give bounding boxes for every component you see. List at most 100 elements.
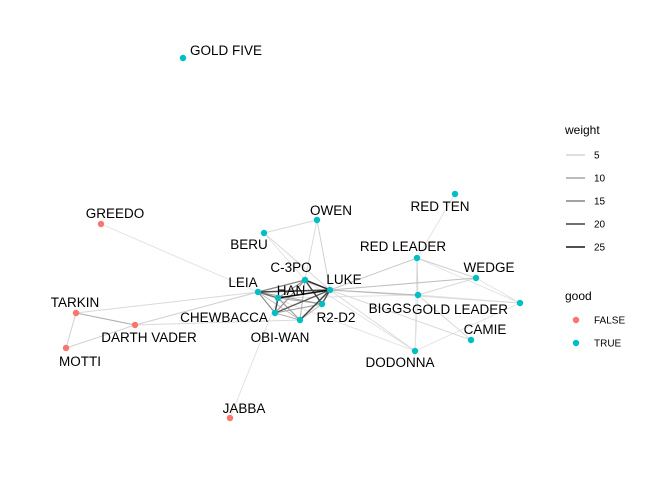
- good-legend-label: TRUE: [594, 339, 622, 350]
- edge-luke-camie: [329, 289, 472, 341]
- edge-beru-luke: [263, 232, 331, 291]
- node-biggs: [414, 291, 422, 299]
- edge-biggs-dodonna: [414, 294, 419, 352]
- edge-leia-chewbacca: [257, 291, 276, 314]
- node-gold-five: [179, 54, 187, 62]
- node-tarkin: [72, 309, 80, 317]
- node-luke: [326, 286, 334, 294]
- edge-luke-han: [277, 289, 331, 299]
- edge-leia-dodonna: [257, 291, 416, 352]
- good-legend-key-false: [572, 316, 580, 324]
- node-obi-wan: [296, 316, 304, 324]
- good-legend-label: FALSE: [594, 316, 625, 327]
- node-gold-leader: [516, 299, 524, 307]
- edge-leia-greedo: [100, 223, 259, 293]
- edge-obi-wan-han: [277, 297, 301, 321]
- node-label-gold-leader: GOLD LEADER: [412, 302, 508, 317]
- node-greedo: [97, 220, 105, 228]
- edge-luke-red-leader: [329, 257, 418, 291]
- edge-obi-wan-darth-vader: [134, 319, 301, 326]
- edge-obi-wan-leia: [257, 291, 301, 321]
- node-label-c-3po: C-3PO: [270, 260, 311, 275]
- edge-red-leader-biggs: [416, 257, 419, 296]
- node-red-leader: [413, 254, 421, 262]
- node-label-biggs: BIGGS: [369, 301, 412, 316]
- node-label-gold-five: GOLD FIVE: [190, 43, 262, 58]
- edge-darth-vader-motti: [65, 324, 136, 349]
- edge-gold-leader-dodonna: [414, 302, 521, 352]
- edge-luke-chewbacca: [274, 289, 331, 314]
- node-label-greedo: GREEDO: [86, 206, 145, 221]
- edge-luke-leia: [257, 289, 331, 293]
- edge-beru-c-3po: [263, 232, 306, 281]
- nodes-layer: [62, 54, 524, 422]
- edge-red-leader-dodonna: [414, 257, 418, 352]
- edge-darth-vader-tarkin: [75, 312, 136, 326]
- node-chewbacca: [271, 309, 279, 317]
- edge-luke-biggs: [329, 289, 419, 296]
- node-label-wedge: WEDGE: [463, 260, 514, 275]
- edge-luke-dodonna: [329, 289, 416, 352]
- good-legend-title: good: [565, 289, 592, 303]
- weight-legend-label: 25: [594, 243, 606, 254]
- edge-c-3po-leia: [257, 279, 306, 293]
- node-label-tarkin: TARKIN: [51, 295, 100, 310]
- node-label-r2-d2: R2-D2: [316, 310, 355, 325]
- node-owen: [313, 216, 321, 224]
- node-label-leia: LEIA: [228, 275, 257, 290]
- node-label-beru: BERU: [230, 237, 268, 252]
- node-beru: [260, 229, 268, 237]
- node-label-dodonna: DODONNA: [365, 355, 434, 370]
- node-c-3po: [301, 276, 309, 284]
- weight-legend-label: 20: [594, 220, 606, 231]
- edge-han-jabba: [229, 297, 279, 419]
- edge-han-c-3po: [277, 279, 306, 299]
- edge-luke-c-3po: [304, 279, 331, 291]
- edge-biggs-camie: [417, 294, 472, 341]
- edge-leia-tarkin: [75, 291, 259, 314]
- good-legend-key-true: [572, 339, 580, 347]
- edge-han-leia: [257, 291, 279, 299]
- labels-layer: GOLD FIVE GREEDO OWEN RED TEN BERU RED LEADER…: [51, 43, 515, 416]
- weight-legend-title: weight: [564, 123, 600, 137]
- node-label-luke: LUKE: [326, 272, 361, 287]
- weight-legend-label: 5: [594, 151, 600, 162]
- node-label-han: HAN: [277, 283, 306, 298]
- node-leia: [254, 288, 262, 296]
- edge-luke-obi-wan: [299, 289, 331, 321]
- edge-red-leader-wedge: [416, 257, 477, 279]
- good-legend: good FALSE TRUE: [565, 289, 625, 350]
- node-label-red-ten: RED TEN: [410, 199, 469, 214]
- edge-tarkin-motti: [65, 312, 77, 349]
- edge-wedge-gold-leader: [475, 277, 521, 304]
- edge-leia-r2-d2: [257, 291, 323, 305]
- node-motti: [62, 344, 70, 352]
- node-camie: [467, 336, 475, 344]
- weight-legend-label: 10: [594, 174, 606, 185]
- node-label-darth-vader: DARTH VADER: [101, 330, 197, 345]
- node-r2-d2: [318, 300, 326, 308]
- node-label-chewbacca: CHEWBACCA: [180, 310, 268, 325]
- edge-leia-darth-vader: [134, 291, 259, 326]
- node-jabba: [226, 414, 234, 422]
- edge-red-leader-red-ten: [416, 193, 456, 259]
- edge-biggs-wedge: [417, 277, 477, 296]
- node-label-owen: OWEN: [310, 203, 352, 218]
- edge-owen-beru: [263, 219, 318, 234]
- edges-layer: [65, 193, 521, 419]
- node-darth-vader: [131, 321, 139, 329]
- node-label-obi-wan: OBI-WAN: [251, 330, 310, 345]
- node-label-camie: CAMIE: [464, 322, 507, 337]
- node-label-motti: MOTTI: [59, 354, 101, 369]
- node-dodonna: [411, 347, 419, 355]
- edge-owen-luke: [316, 219, 331, 291]
- node-label-jabba: JABBA: [223, 401, 266, 416]
- node-red-ten: [451, 190, 459, 198]
- node-wedge: [472, 274, 480, 282]
- edge-obi-wan-chewbacca: [274, 312, 301, 321]
- weight-legend-label: 15: [594, 197, 606, 208]
- weight-legend: weight 5 10 15 20 25: [564, 123, 606, 254]
- edge-luke-wedge: [329, 277, 477, 291]
- node-label-red-leader: RED LEADER: [360, 239, 447, 254]
